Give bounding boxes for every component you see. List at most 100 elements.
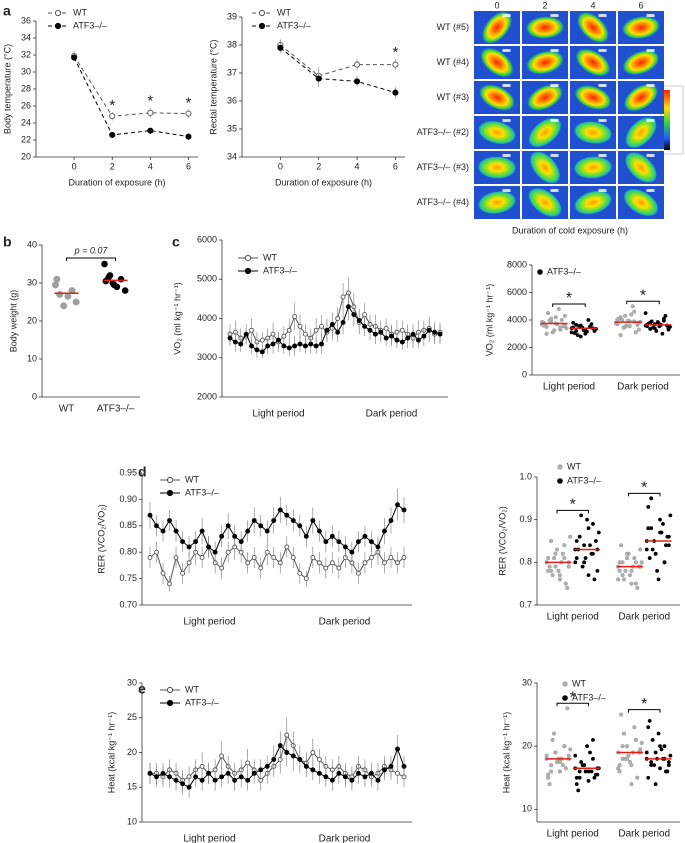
x-tick-label: WT (59, 404, 75, 415)
marker (388, 555, 394, 560)
series-line (149, 744, 405, 788)
thermal-image (618, 81, 664, 114)
marker (277, 44, 284, 51)
thermal-tag (646, 189, 655, 192)
data-point (574, 539, 579, 543)
y-tick-label: 6000 (507, 287, 527, 297)
marker (206, 770, 212, 776)
panel-label: d (138, 464, 147, 480)
significance-bracket (628, 709, 661, 713)
data-point (101, 260, 108, 268)
marker (251, 770, 257, 776)
y-tick-label: 10 (127, 816, 137, 826)
marker (378, 329, 384, 335)
data-point (638, 547, 643, 552)
data-point (562, 556, 567, 561)
thermal-image (618, 116, 664, 149)
marker (316, 757, 322, 762)
marker (329, 533, 335, 539)
data-point (591, 756, 595, 761)
legend-label: WT (567, 461, 581, 471)
data-point (552, 328, 557, 333)
thermal-body (477, 190, 517, 215)
y-tick-label: 39 (227, 11, 237, 21)
legend-label: ATF3–/– (572, 692, 606, 702)
thermal-body (478, 120, 516, 145)
thermal-body (478, 84, 516, 111)
data-point (644, 750, 649, 755)
marker (254, 347, 260, 353)
data-point (551, 556, 557, 561)
thermal-image (570, 11, 616, 44)
marker (410, 331, 416, 337)
y-tick-label: 3000 (197, 352, 217, 362)
marker (316, 528, 322, 534)
data-point (547, 782, 552, 787)
data-point (577, 324, 582, 329)
data-point (664, 543, 668, 548)
data-point (546, 568, 551, 573)
marker (315, 75, 322, 82)
marker (277, 743, 283, 748)
marker (264, 549, 270, 555)
marker (310, 555, 316, 560)
y-tick-label: 36 (21, 15, 31, 25)
y-tick-label: 30 (522, 677, 532, 687)
thermal-tag (550, 84, 559, 87)
marker (394, 337, 400, 343)
data-point (583, 769, 588, 774)
series-line (149, 545, 405, 586)
data-point (562, 744, 567, 749)
data-point (560, 551, 565, 556)
marker (292, 314, 298, 319)
marker (277, 560, 283, 566)
marker (251, 555, 257, 560)
data-point (578, 334, 583, 339)
data-point (647, 719, 652, 723)
data-point (569, 330, 574, 335)
data-point (558, 325, 563, 330)
marker (109, 113, 116, 120)
marker (271, 518, 277, 523)
data-point (589, 769, 594, 774)
significance-bracket (556, 509, 589, 514)
marker (297, 523, 303, 529)
marker (388, 763, 394, 769)
data-point (639, 740, 644, 746)
marker (399, 327, 405, 333)
significance: * (566, 290, 572, 307)
period-label: Dark period (319, 834, 371, 843)
marker (259, 337, 265, 343)
thermal-body (525, 16, 565, 39)
legend-label: ATF3–/– (185, 487, 219, 497)
marker (297, 323, 303, 329)
data-point (617, 763, 622, 768)
data-point (588, 750, 592, 755)
thermal-tag (646, 84, 655, 87)
legend-marker (258, 22, 266, 30)
marker (271, 757, 277, 762)
data-point (624, 744, 630, 749)
y-axis-title: Body weight (g) (8, 290, 18, 353)
data-point (574, 782, 579, 786)
data-point (656, 731, 661, 736)
data-point (660, 331, 665, 336)
marker (392, 89, 399, 96)
marker (154, 549, 159, 555)
marker (154, 774, 159, 780)
data-point (573, 560, 578, 565)
marker (173, 777, 179, 783)
data-point (661, 522, 665, 526)
thermal-image (522, 11, 568, 44)
data-point (563, 581, 568, 586)
marker (238, 774, 244, 780)
thermal-tag (550, 49, 559, 52)
data-point (562, 543, 567, 548)
data-point (56, 290, 64, 298)
x-tick-label: Dark period (617, 382, 669, 393)
legend-marker (557, 464, 563, 470)
marker (323, 565, 329, 571)
thermal-body (529, 151, 561, 184)
y-tick-label: 0.95 (119, 467, 137, 477)
